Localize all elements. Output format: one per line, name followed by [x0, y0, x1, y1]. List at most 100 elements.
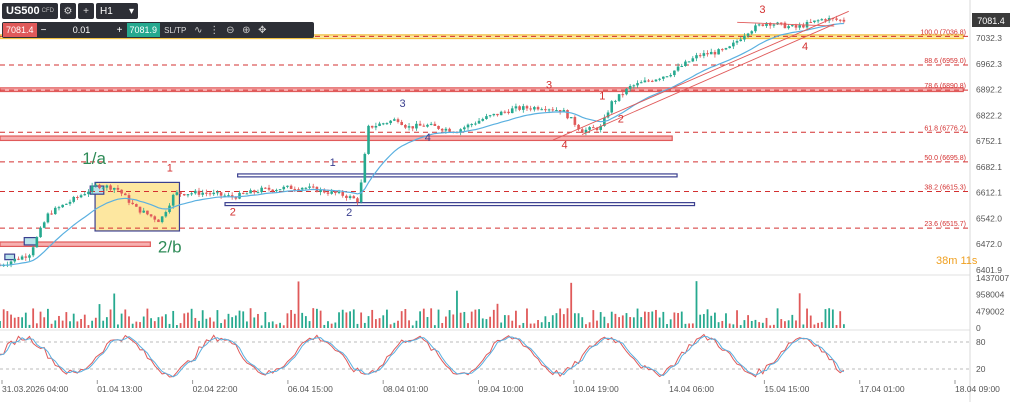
- volume-bar: [419, 311, 422, 328]
- candle: [617, 94, 621, 102]
- volume-bar: [743, 320, 746, 328]
- candle-body: [669, 75, 672, 77]
- volume-bar: [61, 320, 64, 328]
- candle: [381, 122, 385, 126]
- price-tick: 6682.1: [976, 162, 1002, 172]
- move-icon[interactable]: ✥: [258, 24, 267, 36]
- candle: [370, 125, 374, 129]
- candle: [650, 79, 654, 83]
- candle-body: [160, 216, 164, 223]
- candle-body: [566, 110, 569, 119]
- volume-bar: [279, 322, 281, 328]
- candle: [621, 91, 625, 98]
- candle: [164, 210, 168, 218]
- candle-body: [732, 42, 735, 47]
- candle: [256, 189, 260, 194]
- candle-body: [536, 107, 540, 110]
- candle-body: [720, 49, 724, 51]
- candle-body: [24, 256, 28, 258]
- candle-body: [164, 212, 168, 217]
- candle: [503, 110, 507, 114]
- volume-bar: [290, 309, 293, 328]
- candle-body: [573, 117, 577, 125]
- candle-body: [739, 39, 743, 42]
- candle: [90, 182, 94, 195]
- volume-bar: [747, 315, 749, 328]
- symbol-selector[interactable]: US500 CFD: [2, 3, 58, 19]
- zone-box-6: [224, 202, 696, 207]
- add-icon[interactable]: +: [77, 3, 94, 19]
- candle: [732, 39, 735, 50]
- buy-button[interactable]: 7081.9: [126, 23, 161, 37]
- candle-body: [330, 191, 333, 194]
- candle: [393, 117, 396, 122]
- sltp-button[interactable]: SL/TP: [164, 25, 187, 35]
- price-tick: 6752.1: [976, 136, 1002, 146]
- timeframe-label: H1: [99, 5, 113, 17]
- candle: [662, 76, 665, 82]
- volume-bar: [323, 324, 326, 328]
- candle-body: [606, 112, 610, 118]
- candle: [297, 187, 300, 191]
- quantity-decrease-button[interactable]: −: [40, 24, 47, 36]
- zoom-in-icon[interactable]: ⊕: [242, 24, 251, 36]
- time-tick: 14.04 06:00: [669, 384, 714, 394]
- candle: [746, 32, 750, 38]
- volume-bar: [644, 311, 646, 328]
- settings-icon[interactable]: ⚙: [59, 3, 76, 19]
- volume-bar: [411, 325, 414, 328]
- candle-body: [838, 19, 842, 21]
- candle-body: [794, 25, 798, 28]
- volume-bar: [511, 320, 514, 328]
- candle: [171, 193, 175, 209]
- volume-bar: [684, 323, 687, 328]
- fib-label-3: 61.8 (6776.2): [924, 125, 966, 132]
- quantity-input[interactable]: 0.01: [72, 25, 91, 35]
- indicators-icon[interactable]: ⋮: [209, 24, 220, 36]
- chart-type-icon[interactable]: ∿: [194, 24, 203, 36]
- candle-body: [750, 31, 754, 34]
- candle-body: [676, 66, 680, 71]
- candle-body: [407, 126, 411, 128]
- zoom-out-icon[interactable]: ⊖: [226, 24, 235, 36]
- volume-bar: [260, 325, 263, 328]
- candle: [606, 110, 610, 119]
- price-axis[interactable]: 7081.4 7032.3 6962.3 6892.2 6822.2 6752.1 6682…: [972, 13, 1010, 275]
- volume-bar: [559, 308, 562, 328]
- candle: [205, 189, 208, 197]
- candle: [477, 117, 481, 124]
- candle-body: [381, 123, 385, 125]
- timeframe-selector[interactable]: H1 ▾: [95, 3, 138, 19]
- price-tick: 6612.1: [976, 188, 1002, 198]
- candle: [426, 123, 429, 128]
- candle-body: [728, 46, 731, 49]
- candle: [238, 190, 241, 200]
- time-axis[interactable]: 31.03.2026 04:00 01.04 13:00 02.04 22:00 06…: [1, 380, 1000, 394]
- volume-bar: [120, 313, 123, 328]
- volume-bar: [610, 311, 613, 328]
- candle-body: [396, 119, 400, 122]
- candle: [267, 184, 271, 192]
- volume-bar: [135, 321, 138, 328]
- volume-tick: 958004: [976, 290, 1005, 300]
- candle-body: [820, 19, 824, 21]
- volume-bar: [691, 323, 694, 328]
- candle: [356, 197, 359, 206]
- sell-button[interactable]: 7081.4: [3, 23, 37, 37]
- candle: [286, 185, 289, 189]
- candle: [566, 109, 569, 120]
- volume-bar: [798, 293, 801, 328]
- volume-bar: [817, 322, 820, 328]
- volume-bar: [87, 325, 90, 328]
- candle-body: [249, 190, 252, 194]
- sma-line: [0, 22, 844, 266]
- volume-bar: [146, 308, 149, 328]
- candle: [474, 121, 477, 126]
- volume-bar: [596, 320, 598, 328]
- time-tick: 08.04 01:00: [383, 384, 428, 394]
- volume-bar: [802, 324, 805, 328]
- quantity-increase-button[interactable]: +: [116, 24, 123, 36]
- candle-body: [46, 213, 50, 223]
- candle: [610, 100, 614, 114]
